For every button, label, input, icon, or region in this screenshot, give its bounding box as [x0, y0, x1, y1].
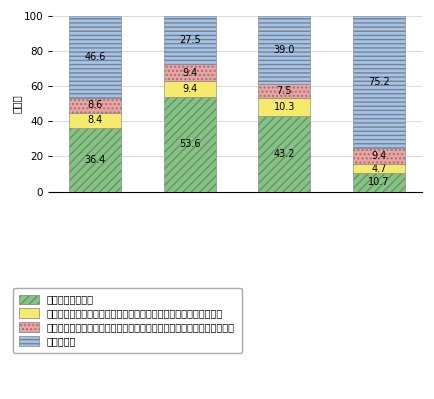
Bar [258, 116, 310, 192]
Text: 10.7: 10.7 [368, 177, 389, 187]
Text: 10.3: 10.3 [273, 102, 294, 112]
Bar [163, 81, 215, 97]
Bar [258, 85, 310, 98]
Text: 9.4: 9.4 [182, 84, 197, 94]
Text: 36.4: 36.4 [84, 154, 105, 164]
Bar [69, 113, 121, 128]
Bar [163, 97, 215, 192]
Text: 39.0: 39.0 [273, 45, 294, 55]
Bar [352, 173, 404, 192]
Text: 4.7: 4.7 [371, 164, 386, 174]
Text: 9.4: 9.4 [371, 151, 386, 161]
Bar [258, 98, 310, 116]
Bar [352, 16, 404, 148]
Bar [69, 98, 121, 113]
Y-axis label: （％）: （％） [12, 95, 22, 113]
Bar [352, 148, 404, 164]
Bar [352, 164, 404, 173]
Text: 53.6: 53.6 [178, 140, 200, 150]
Text: 27.5: 27.5 [178, 35, 200, 45]
Text: 8.4: 8.4 [87, 115, 102, 125]
Bar [163, 64, 215, 81]
Text: 7.5: 7.5 [276, 86, 292, 96]
Bar [69, 128, 121, 192]
Text: 43.2: 43.2 [273, 148, 295, 158]
Bar [163, 16, 215, 64]
Bar [69, 16, 121, 98]
Text: 8.6: 8.6 [87, 100, 102, 110]
Text: 9.4: 9.4 [182, 68, 197, 78]
Text: 75.2: 75.2 [368, 77, 389, 87]
Text: 46.6: 46.6 [84, 52, 105, 62]
Legend: 取組を行っている, 消費者の考え方やニーズを把握する必要性は感じるが、行ってない, 消費者の考え方やニーズを把握する必要性は感じないため、行ってない, わからな: 取組を行っている, 消費者の考え方やニーズを把握する必要性は感じるが、行ってない… [13, 288, 241, 353]
Bar [258, 16, 310, 85]
